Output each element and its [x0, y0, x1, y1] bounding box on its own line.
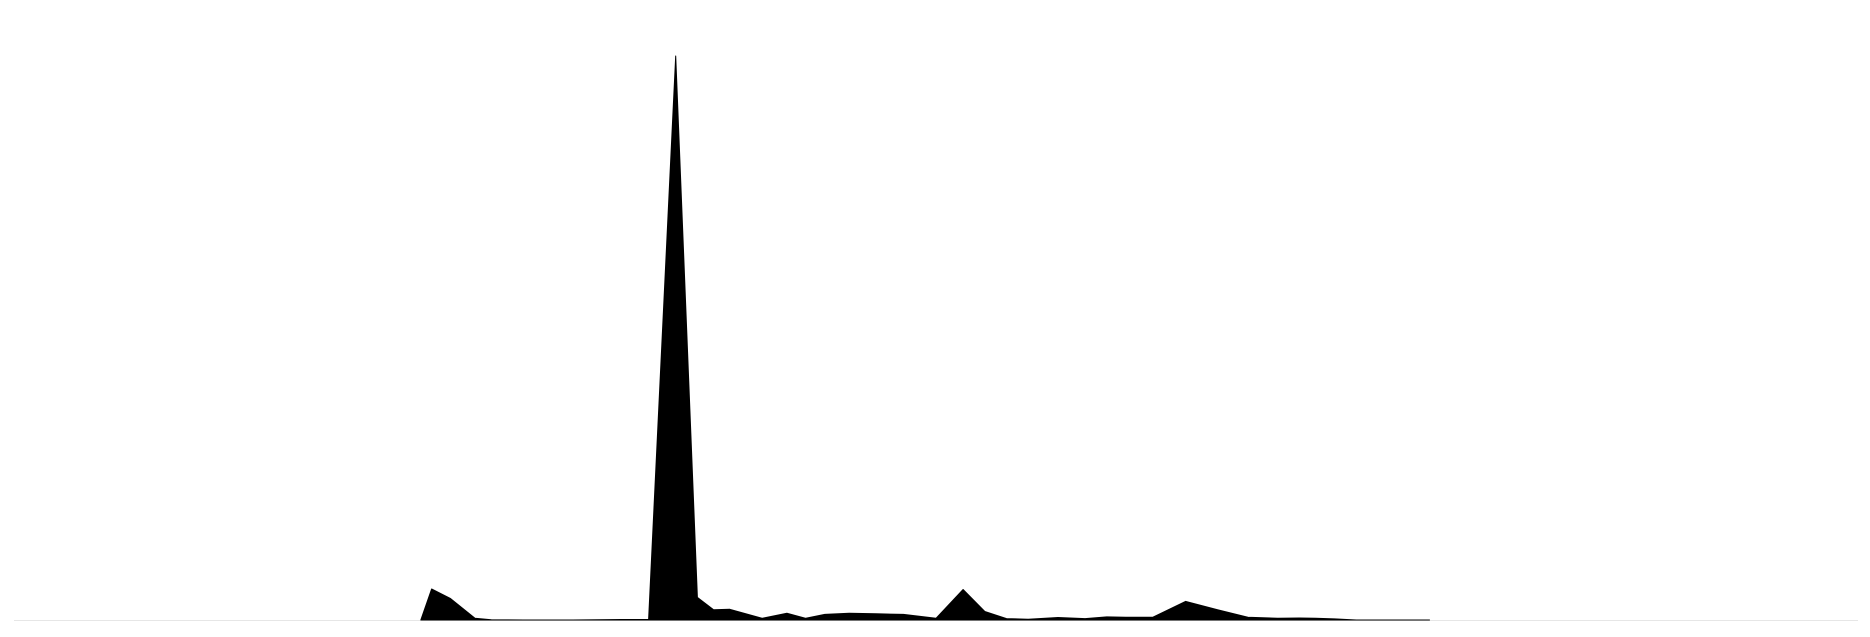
series-area: [420, 55, 1430, 621]
